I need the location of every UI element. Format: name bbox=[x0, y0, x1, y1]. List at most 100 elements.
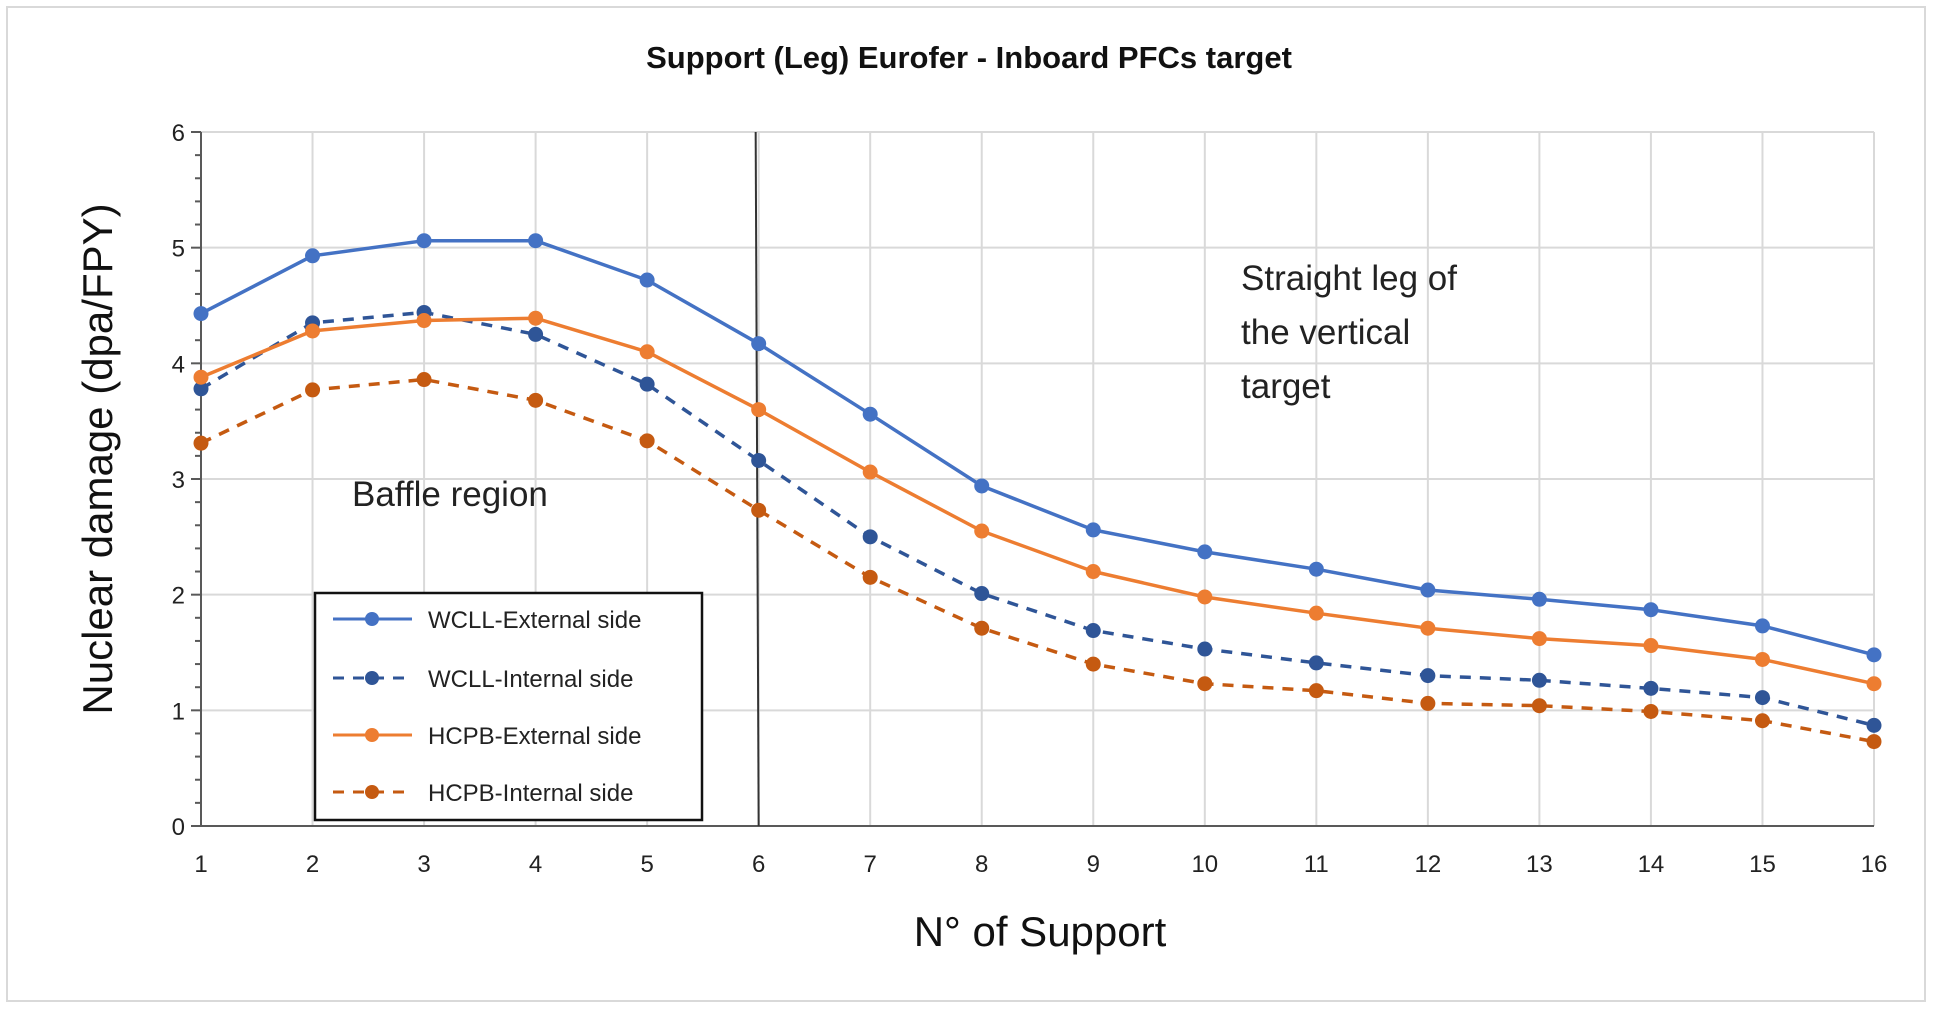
data-point bbox=[1420, 695, 1436, 711]
x-tick-label: 15 bbox=[1749, 851, 1776, 878]
y-tick-label: 5 bbox=[172, 236, 185, 263]
x-tick-label: 7 bbox=[864, 851, 877, 878]
data-point bbox=[416, 233, 432, 249]
data-point bbox=[528, 233, 544, 249]
x-tick-label: 10 bbox=[1191, 851, 1218, 878]
data-point bbox=[193, 381, 209, 397]
data-point bbox=[305, 382, 321, 398]
x-tick-label: 13 bbox=[1526, 851, 1553, 878]
data-point bbox=[862, 569, 878, 585]
data-point bbox=[1643, 602, 1659, 618]
data-point bbox=[1085, 623, 1101, 639]
legend-label: HCPB-External side bbox=[428, 723, 641, 750]
data-point bbox=[1643, 680, 1659, 696]
data-point bbox=[1866, 676, 1882, 692]
data-point bbox=[193, 369, 209, 385]
annotation-line: Straight leg of bbox=[1241, 259, 1457, 298]
x-axis-title: N° of Support bbox=[914, 908, 1167, 955]
data-point bbox=[1197, 676, 1213, 692]
data-point bbox=[1866, 717, 1882, 733]
data-point bbox=[974, 523, 990, 539]
data-point bbox=[1197, 641, 1213, 657]
x-tick-label: 16 bbox=[1861, 851, 1888, 878]
legend-swatch-marker bbox=[365, 728, 379, 742]
legend-label: WCLL-External side bbox=[428, 607, 641, 634]
x-tick-label: 2 bbox=[306, 851, 319, 878]
data-point bbox=[528, 326, 544, 342]
y-tick-label: 3 bbox=[172, 467, 185, 494]
series bbox=[193, 310, 1882, 692]
data-point bbox=[751, 452, 767, 468]
data-point bbox=[1754, 618, 1770, 634]
data-point bbox=[305, 248, 321, 264]
data-point bbox=[1085, 656, 1101, 672]
x-tick-label: 8 bbox=[975, 851, 988, 878]
x-tick-label: 6 bbox=[752, 851, 765, 878]
x-tick-label: 11 bbox=[1304, 851, 1329, 878]
divider-line bbox=[754, 131, 760, 827]
data-point bbox=[639, 376, 655, 392]
y-tick-label: 6 bbox=[172, 120, 185, 147]
data-point bbox=[1643, 638, 1659, 654]
annotation-line: target bbox=[1241, 367, 1331, 406]
series-group bbox=[193, 233, 1882, 750]
data-point bbox=[1197, 589, 1213, 605]
data-point bbox=[1754, 690, 1770, 706]
data-point bbox=[1531, 591, 1547, 607]
data-point bbox=[751, 402, 767, 418]
data-point bbox=[862, 406, 878, 422]
legend-label: HCPB-Internal side bbox=[428, 780, 633, 807]
y-tick-label: 2 bbox=[172, 583, 185, 610]
x-tick-label: 5 bbox=[640, 851, 653, 878]
data-point bbox=[1866, 734, 1882, 750]
data-point bbox=[1420, 582, 1436, 598]
series bbox=[193, 372, 1882, 750]
data-point bbox=[1420, 668, 1436, 684]
data-point bbox=[751, 336, 767, 352]
data-point bbox=[1754, 713, 1770, 729]
vertical-marker bbox=[754, 131, 760, 827]
data-point bbox=[416, 313, 432, 329]
legend-item: WCLL-Internal side bbox=[333, 666, 633, 693]
x-tick-label: 14 bbox=[1638, 851, 1665, 878]
data-point bbox=[1531, 631, 1547, 647]
data-point bbox=[1643, 703, 1659, 719]
annotation-straight-leg: Straight leg of the vertical target bbox=[1241, 259, 1457, 406]
chart-title: Support (Leg) Eurofer - Inboard PFCs tar… bbox=[646, 40, 1292, 75]
data-point bbox=[1754, 651, 1770, 667]
legend-swatch-marker bbox=[365, 671, 379, 685]
y-tick-label: 4 bbox=[172, 351, 185, 378]
data-point bbox=[1308, 605, 1324, 621]
data-point bbox=[974, 620, 990, 636]
data-point bbox=[305, 323, 321, 339]
data-point bbox=[639, 433, 655, 449]
data-point bbox=[1085, 522, 1101, 538]
y-tick-label: 1 bbox=[172, 698, 185, 725]
data-point bbox=[416, 372, 432, 388]
data-point bbox=[193, 435, 209, 451]
legend-item: HCPB-External side bbox=[333, 723, 641, 750]
y-axis-title: Nuclear damage (dpa/FPY) bbox=[74, 203, 121, 714]
data-point bbox=[639, 272, 655, 288]
legend-swatch-marker bbox=[365, 612, 379, 626]
data-point bbox=[1866, 647, 1882, 663]
data-point bbox=[862, 464, 878, 480]
x-tick-label: 9 bbox=[1087, 851, 1100, 878]
x-tick-label: 12 bbox=[1415, 851, 1442, 878]
x-tick-label: 1 bbox=[194, 851, 207, 878]
data-point bbox=[528, 392, 544, 408]
x-tick-label: 4 bbox=[529, 851, 542, 878]
series-line bbox=[200, 377, 1875, 744]
data-point bbox=[1531, 698, 1547, 714]
data-point bbox=[1531, 672, 1547, 688]
legend-swatch-marker bbox=[365, 785, 379, 799]
data-point bbox=[639, 344, 655, 360]
data-point bbox=[1308, 655, 1324, 671]
data-point bbox=[862, 529, 878, 545]
annotation-line: the vertical bbox=[1241, 313, 1410, 352]
legend-label: WCLL-Internal side bbox=[428, 666, 633, 693]
legend-box bbox=[313, 591, 704, 822]
data-point bbox=[1420, 620, 1436, 636]
